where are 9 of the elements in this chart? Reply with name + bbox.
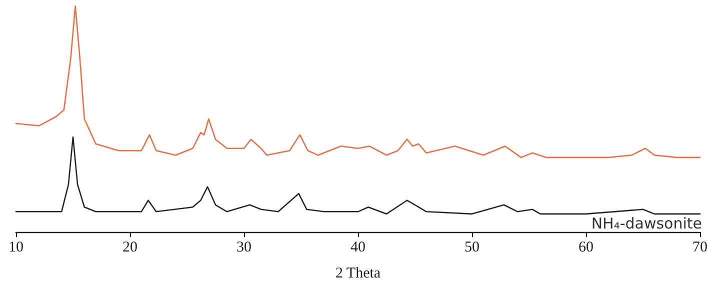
x-tick-label: 40 [350, 240, 366, 256]
x-axis-title: 2 Theta [335, 266, 381, 282]
x-tick-label: 10 [8, 240, 24, 256]
series-label: NH₄-dawsonite [591, 214, 702, 232]
x-tick-label: 20 [122, 240, 138, 256]
x-tick-label: 70 [692, 240, 708, 256]
x-tick-label: 60 [578, 240, 594, 256]
x-tick-label: 30 [236, 240, 252, 256]
x-tick-label: 50 [464, 240, 480, 256]
